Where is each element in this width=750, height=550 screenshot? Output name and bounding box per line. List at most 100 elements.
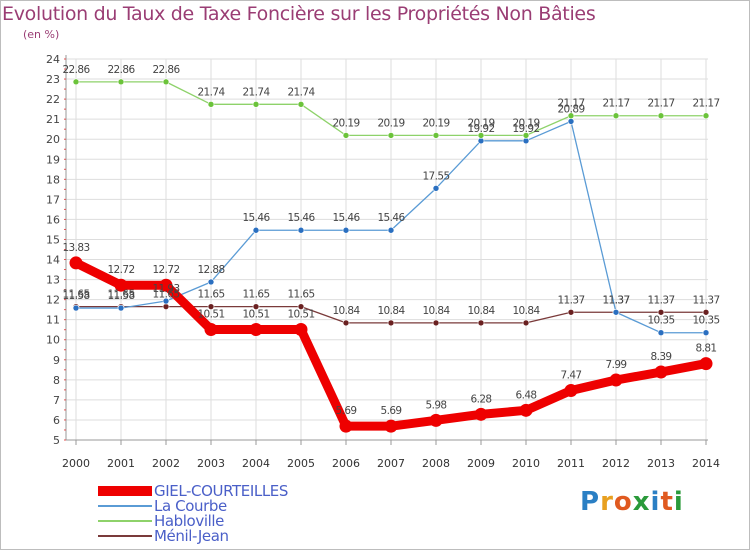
- data-label: 10.51: [242, 309, 269, 321]
- y-tick-label: 17: [46, 193, 60, 206]
- data-point: [429, 413, 443, 427]
- brand-letter: t: [660, 487, 674, 517]
- data-point: [162, 297, 170, 305]
- y-tick-label: 21: [46, 113, 60, 126]
- data-label: 21.17: [647, 98, 674, 110]
- data-point: [72, 78, 80, 86]
- data-label: 11.65: [287, 289, 314, 301]
- data-label: 15.46: [377, 212, 405, 224]
- data-label: 20.19: [377, 117, 404, 129]
- x-tick-label: 2004: [242, 457, 270, 470]
- data-label: 11.37: [647, 294, 674, 306]
- data-point: [387, 132, 395, 139]
- data-label: 11.37: [557, 294, 584, 306]
- series-layer: [69, 78, 713, 433]
- chart-subtitle: (en %): [23, 28, 60, 41]
- y-tick-label: 5: [53, 434, 60, 447]
- data-label: 11.58: [107, 290, 134, 302]
- data-point: [432, 185, 440, 192]
- data-point: [522, 319, 530, 327]
- data-point: [477, 132, 485, 139]
- data-label: 12.72: [107, 264, 134, 276]
- y-tick-label: 6: [53, 414, 60, 427]
- brand-letter: P: [580, 487, 601, 517]
- y-tick-label: 12: [46, 294, 60, 307]
- legend-swatch: [98, 520, 152, 522]
- brand-letter: i: [673, 487, 684, 517]
- x-tick-label: 2010: [512, 457, 540, 470]
- data-label: 13.83: [62, 242, 89, 254]
- y-tick-label: 9: [53, 354, 60, 367]
- data-point: [474, 407, 488, 421]
- data-label: 15.46: [287, 212, 315, 224]
- x-tick-label: 2003: [197, 457, 225, 470]
- data-label: 11.37: [692, 294, 719, 306]
- data-label: 11.58: [62, 290, 89, 302]
- data-label: 10.84: [467, 305, 495, 317]
- data-label: 10.84: [512, 305, 540, 317]
- data-label: 20.19: [512, 117, 539, 129]
- data-point: [342, 132, 350, 139]
- legend-item: La Courbe: [98, 497, 398, 515]
- data-point: [387, 226, 395, 234]
- data-point: [207, 278, 215, 286]
- data-point: [72, 304, 80, 312]
- data-point: [114, 278, 128, 292]
- data-label: 11.65: [152, 289, 179, 301]
- x-tick-label: 2013: [647, 457, 675, 470]
- data-point: [564, 383, 578, 397]
- data-point: [252, 226, 260, 234]
- data-label: 20.19: [422, 117, 449, 129]
- data-label: 21.17: [557, 98, 584, 110]
- data-label: 10.51: [197, 309, 224, 321]
- data-label: 10.84: [332, 305, 360, 317]
- brand-letter: o: [613, 487, 633, 517]
- legend-item: Habloville: [98, 512, 398, 530]
- data-point: [657, 308, 665, 316]
- data-point: [567, 308, 575, 316]
- brand-letter: r: [600, 487, 614, 517]
- legend-label: La Courbe: [154, 497, 227, 515]
- data-label: 10.84: [377, 305, 405, 317]
- data-label: 19.92: [467, 123, 494, 135]
- legend-item: GIEL-COURTEILLES: [98, 482, 398, 500]
- data-point: [297, 226, 305, 234]
- data-label: 21.74: [242, 86, 270, 98]
- data-label-layer: 13.83 12.72 12.72 10.51 10.51 10.51 5.69 5.69 5.…: [62, 64, 720, 417]
- data-point: [294, 323, 308, 337]
- data-point: [387, 319, 395, 327]
- brand-letter: x: [632, 487, 651, 517]
- data-point: [204, 323, 218, 337]
- data-point: [702, 112, 710, 120]
- data-label: 10.84: [422, 305, 450, 317]
- y-tick-label: 7: [53, 394, 60, 407]
- data-point: [207, 303, 215, 310]
- y-tick-label: 10: [46, 334, 60, 347]
- data-label: 21.17: [602, 98, 629, 110]
- data-point: [339, 419, 353, 433]
- legend-swatch: [98, 486, 152, 496]
- data-point: [162, 78, 170, 86]
- data-point: [117, 304, 125, 312]
- y-tick-label: 24: [46, 53, 60, 66]
- data-point: [702, 308, 710, 316]
- data-label: 21.74: [197, 86, 225, 98]
- data-label: 7.47: [561, 369, 582, 381]
- data-point: [699, 357, 713, 371]
- x-tick-label: 2000: [62, 457, 90, 470]
- data-point: [297, 303, 305, 310]
- data-point: [519, 403, 533, 417]
- data-point: [567, 112, 575, 120]
- data-label: 8.39: [651, 351, 672, 363]
- data-label: 19.92: [512, 123, 539, 135]
- data-label: 21.74: [287, 86, 315, 98]
- data-point: [657, 329, 665, 337]
- data-point: [654, 365, 668, 379]
- data-label: 10.35: [647, 315, 674, 327]
- data-label: 15.46: [242, 212, 270, 224]
- legend-swatch: [98, 505, 152, 507]
- data-point: [69, 256, 83, 270]
- data-point: [252, 101, 260, 108]
- data-label: 11.93: [152, 283, 179, 295]
- data-label: 11.65: [62, 289, 89, 301]
